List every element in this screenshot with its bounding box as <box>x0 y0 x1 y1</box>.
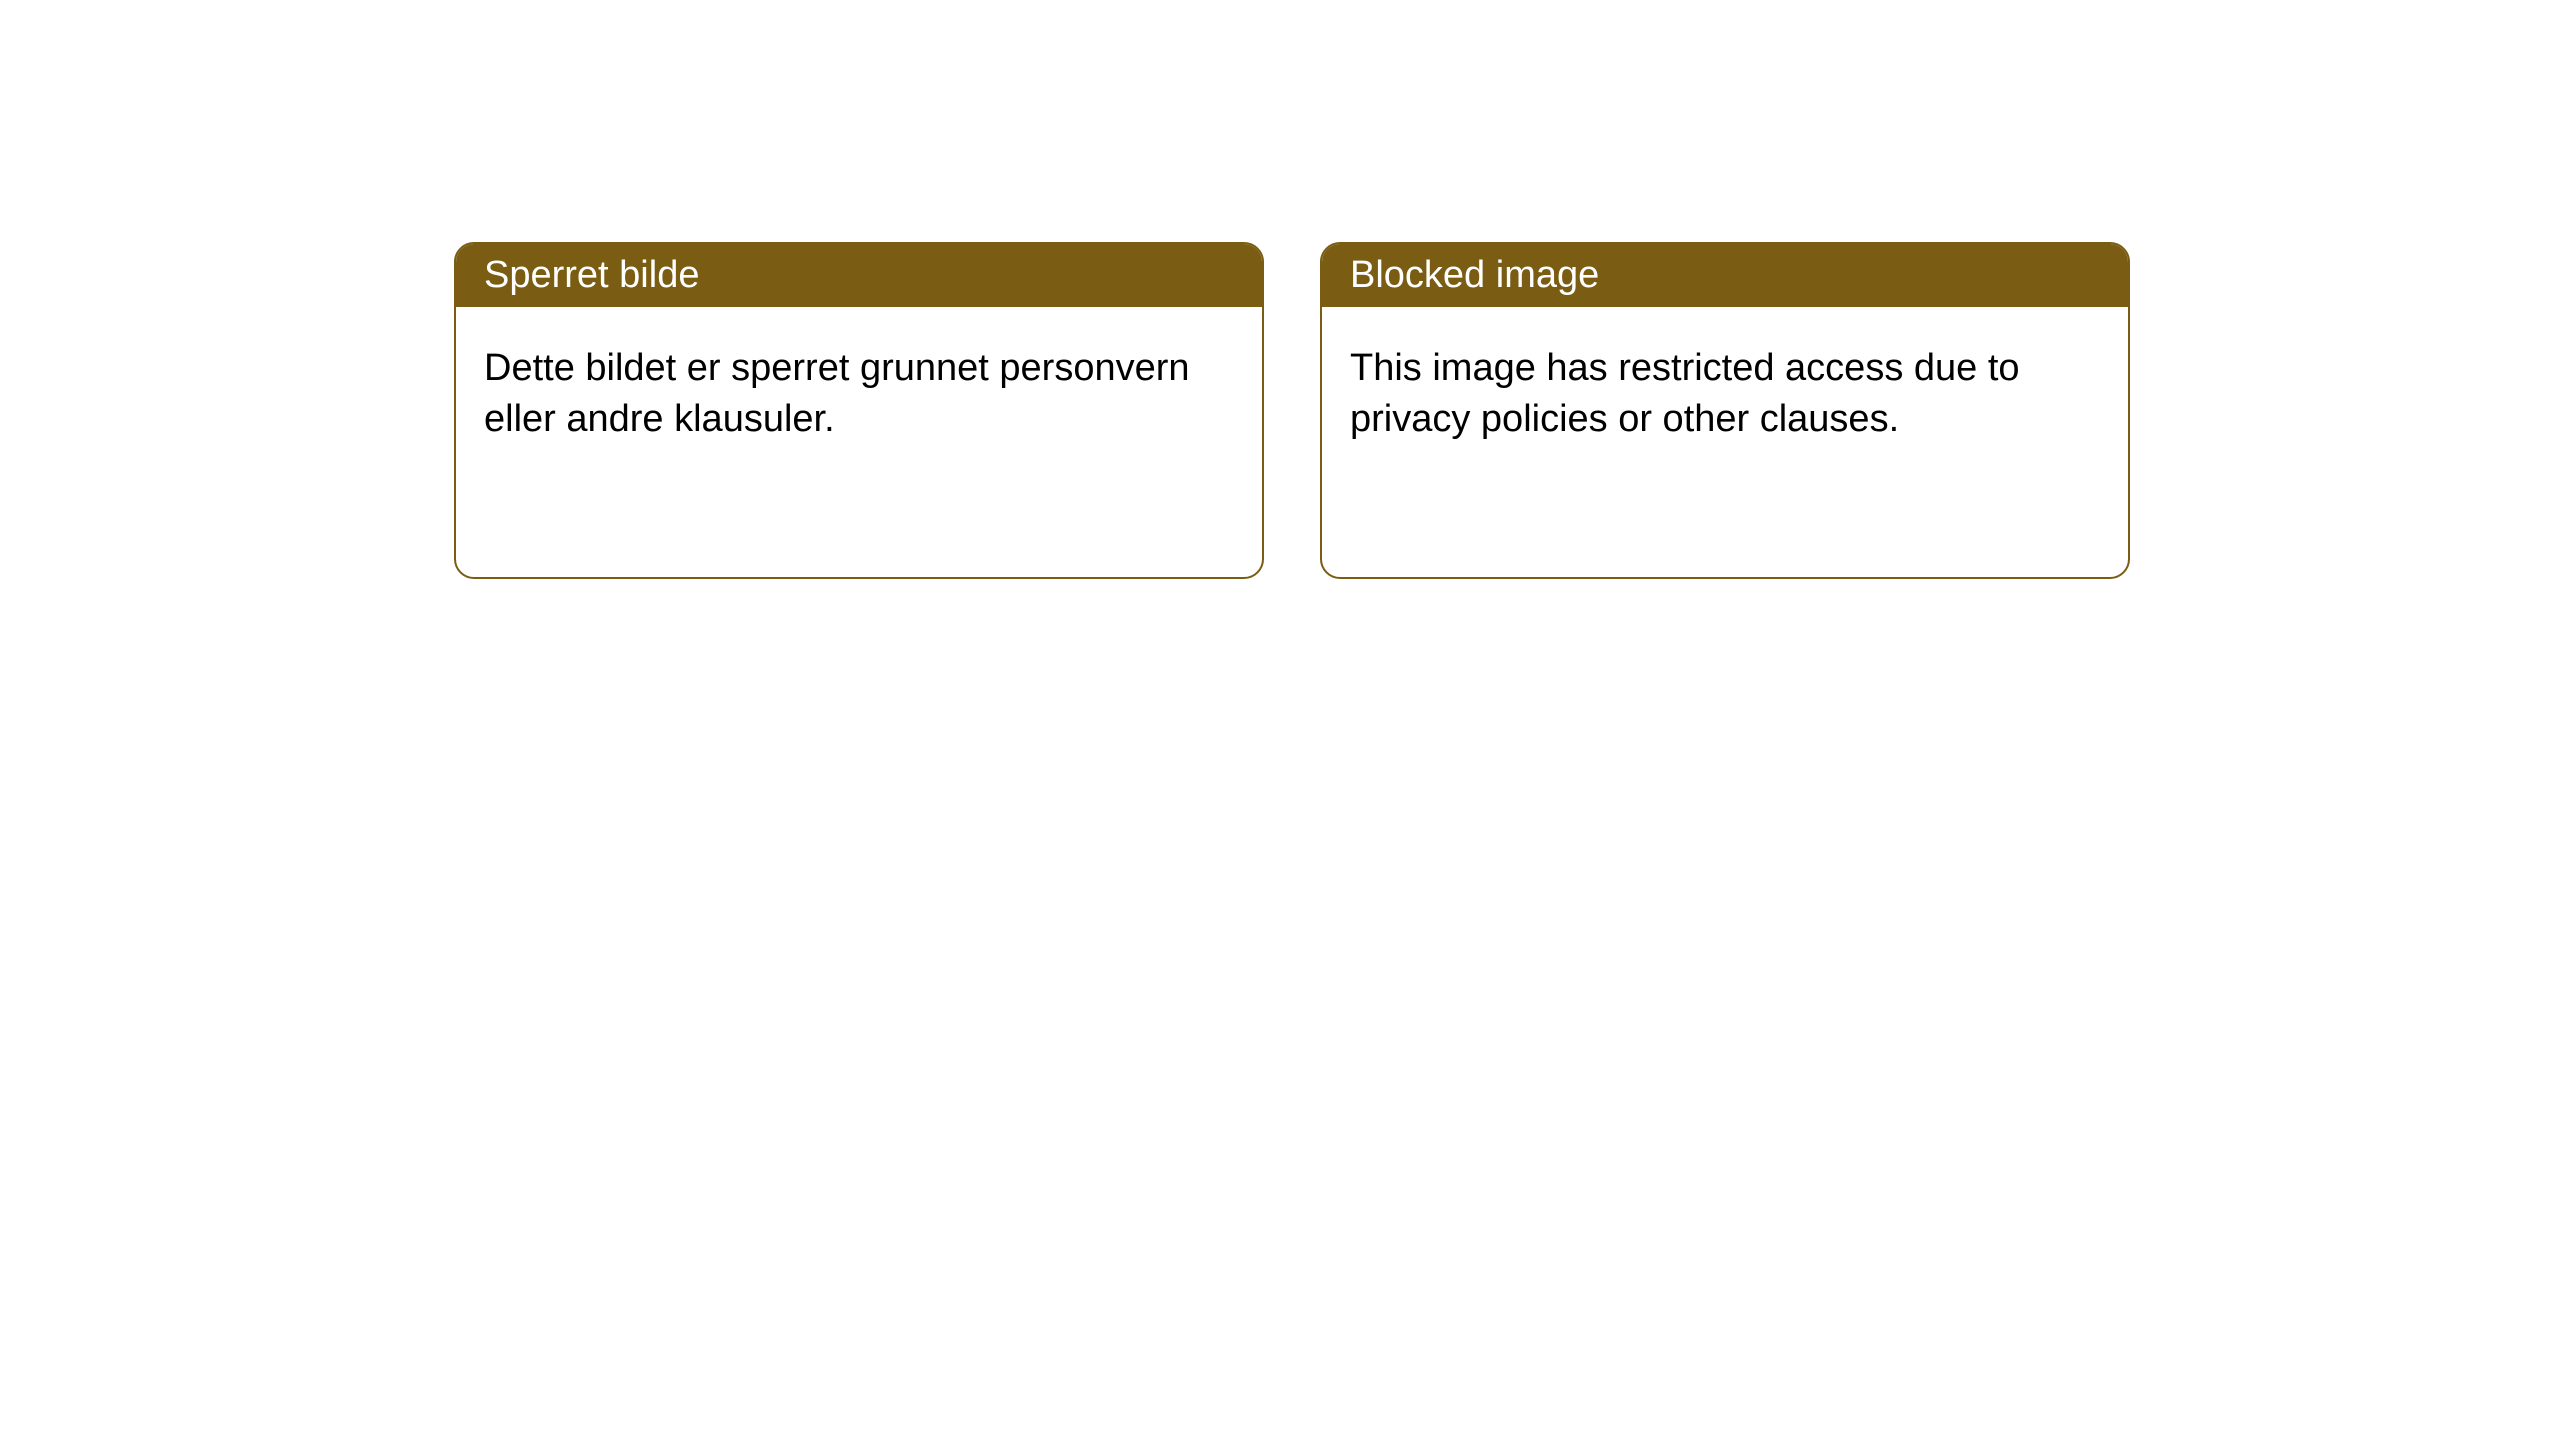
notice-header: Sperret bilde <box>456 244 1262 307</box>
notice-card-english: Blocked image This image has restricted … <box>1320 242 2130 579</box>
notice-card-norwegian: Sperret bilde Dette bildet er sperret gr… <box>454 242 1264 579</box>
notice-header: Blocked image <box>1322 244 2128 307</box>
notice-container: Sperret bilde Dette bildet er sperret gr… <box>0 0 2560 579</box>
notice-body: Dette bildet er sperret grunnet personve… <box>456 307 1262 482</box>
notice-body: This image has restricted access due to … <box>1322 307 2128 482</box>
